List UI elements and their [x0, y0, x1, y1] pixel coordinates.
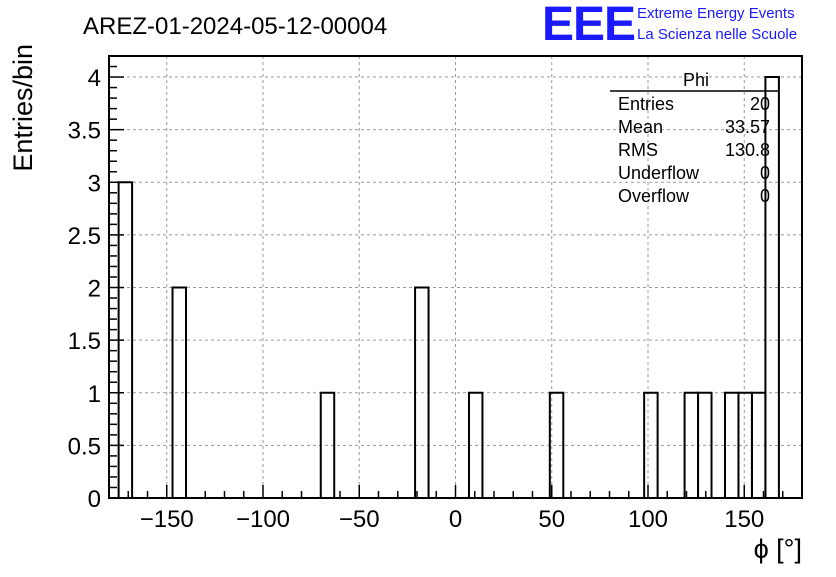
x-tick-label: 50 — [538, 506, 565, 533]
stats-label-overflow: Overflow — [618, 186, 690, 206]
histogram-bin — [643, 391, 659, 498]
y-tick-label: 1 — [88, 381, 101, 408]
y-tick-label: 3.5 — [68, 118, 101, 145]
histogram-bin — [764, 76, 780, 498]
histogram-bin — [319, 391, 336, 498]
eee-logo: EEE — [542, 0, 635, 51]
x-tick-label: 100 — [628, 506, 668, 533]
x-tick-label: −100 — [236, 506, 290, 533]
x-tick-label: 150 — [724, 506, 764, 533]
stats-box: Phi Entries 20 Mean 33.57 RMS 130.8 Unde… — [610, 70, 778, 206]
histogram-bin — [697, 391, 713, 498]
stats-value-entries: 20 — [750, 94, 770, 114]
histogram-bin — [548, 391, 565, 498]
x-axis-label: ϕ [°] — [754, 534, 802, 564]
y-tick-label: 2.5 — [68, 223, 101, 250]
stats-label-entries: Entries — [618, 94, 674, 114]
histogram-bin — [414, 286, 430, 498]
logo-line1: Extreme Energy Events — [637, 5, 795, 22]
y-tick-label: 4 — [88, 65, 101, 92]
stats-value-overflow: 0 — [760, 186, 770, 206]
y-ticks: 0 0.5 1 1.5 2 2.5 3 3.5 4 — [68, 55, 124, 513]
stats-label-underflow: Underflow — [618, 163, 700, 183]
y-tick-label: 3 — [88, 170, 101, 197]
y-tick-label: 0.5 — [68, 433, 101, 460]
grid — [109, 56, 802, 498]
stats-value-mean: 33.57 — [725, 117, 770, 137]
histogram-bin — [171, 286, 187, 498]
histogram-bin — [467, 391, 484, 498]
x-ticks: −150 −100 −50 0 50 100 150 — [108, 485, 803, 533]
y-tick-label: 0 — [88, 486, 101, 513]
stats-value-rms: 130.8 — [725, 140, 770, 160]
stats-label-mean: Mean — [618, 117, 663, 137]
x-tick-label: −50 — [339, 506, 380, 533]
y-tick-label: 1.5 — [68, 328, 101, 355]
x-tick-label: −150 — [140, 506, 194, 533]
stats-label-rms: RMS — [618, 140, 658, 160]
y-tick-label: 2 — [88, 276, 101, 303]
stats-title: Phi — [683, 70, 709, 90]
stats-value-underflow: 0 — [760, 163, 770, 183]
x-tick-label: 0 — [449, 506, 462, 533]
logo-line2: La Scienza nelle Scuole — [637, 26, 797, 43]
y-axis-label: Entries/bin — [8, 44, 38, 172]
run-title: AREZ-01-2024-05-12-00004 — [83, 13, 387, 40]
